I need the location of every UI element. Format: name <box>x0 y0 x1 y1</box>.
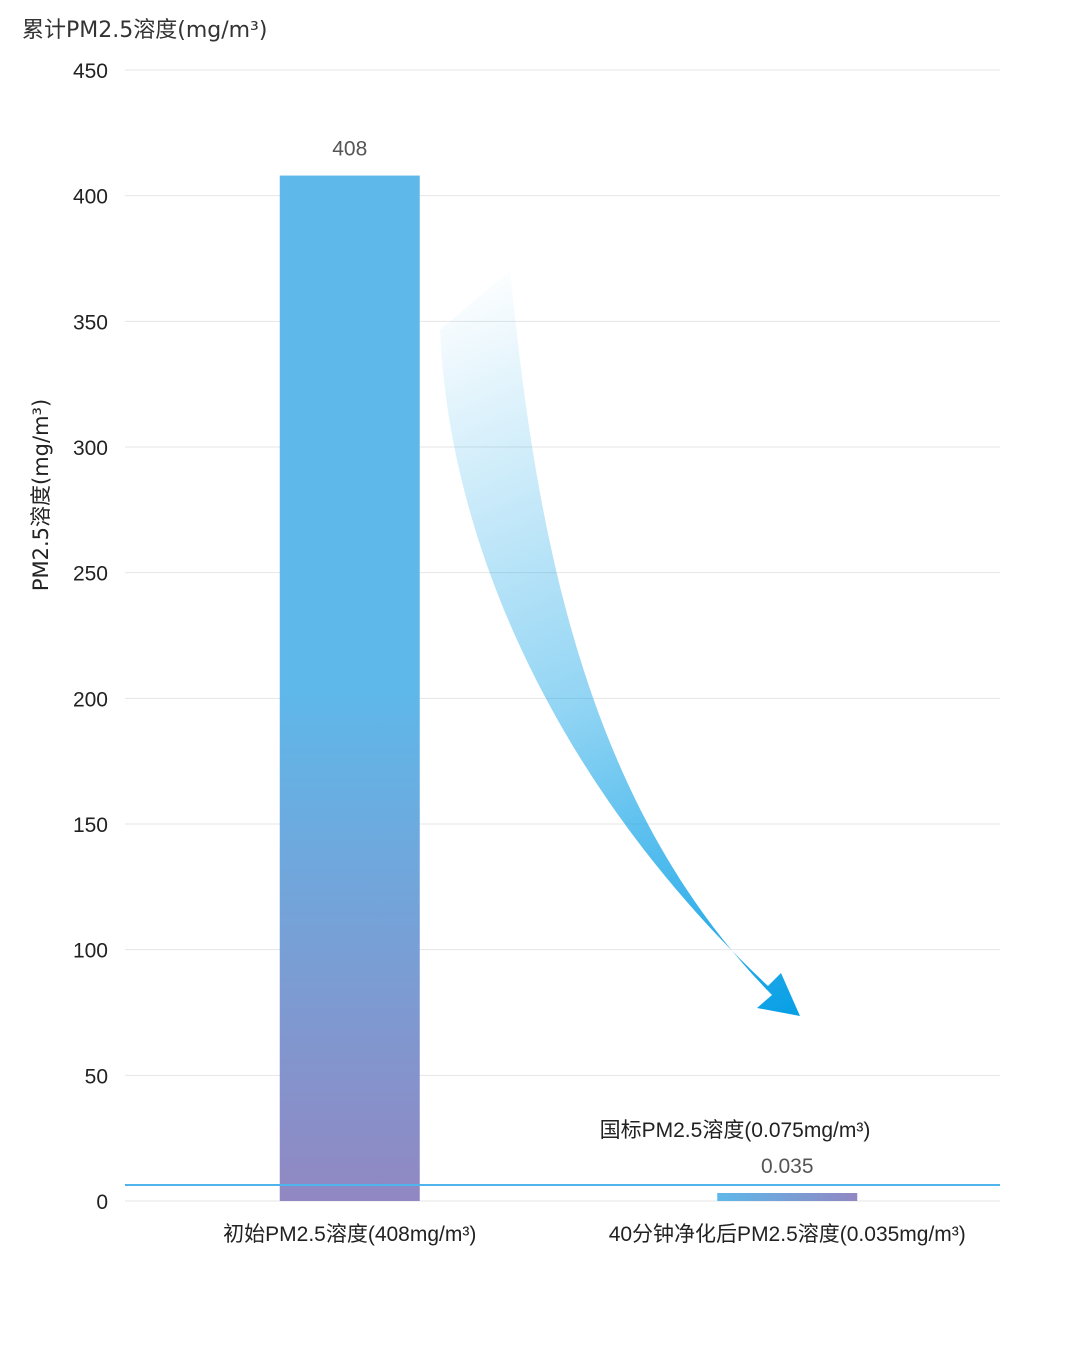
y-tick-label: 50 <box>85 1065 108 1088</box>
y-tick-label: 450 <box>73 60 108 83</box>
y-tick-label: 0 <box>96 1191 108 1214</box>
y-tick-label: 250 <box>73 563 108 586</box>
x-tick-label: 初始PM2.5溶度(408mg/m³) <box>223 1223 476 1246</box>
y-tick-label: 350 <box>73 311 108 334</box>
bar <box>279 175 420 1201</box>
x-tick-label: 40分钟净化后PM2.5溶度(0.035mg/m³) <box>609 1223 966 1246</box>
decrease-arrow <box>440 270 800 1016</box>
y-tick-label: 200 <box>73 688 108 711</box>
data-label: 0.035 <box>761 1155 814 1178</box>
page-title: 累计PM2.5溶度(mg/m³) <box>22 18 268 43</box>
y-tick-label: 300 <box>73 437 108 460</box>
y-tick-label: 100 <box>73 940 108 963</box>
data-label: 408 <box>332 138 367 161</box>
bar <box>717 1193 858 1201</box>
y-tick-label: 400 <box>73 186 108 209</box>
y-tick-label: 150 <box>73 814 108 837</box>
reference-line-label: 国标PM2.5溶度(0.075mg/m³) <box>600 1119 871 1142</box>
